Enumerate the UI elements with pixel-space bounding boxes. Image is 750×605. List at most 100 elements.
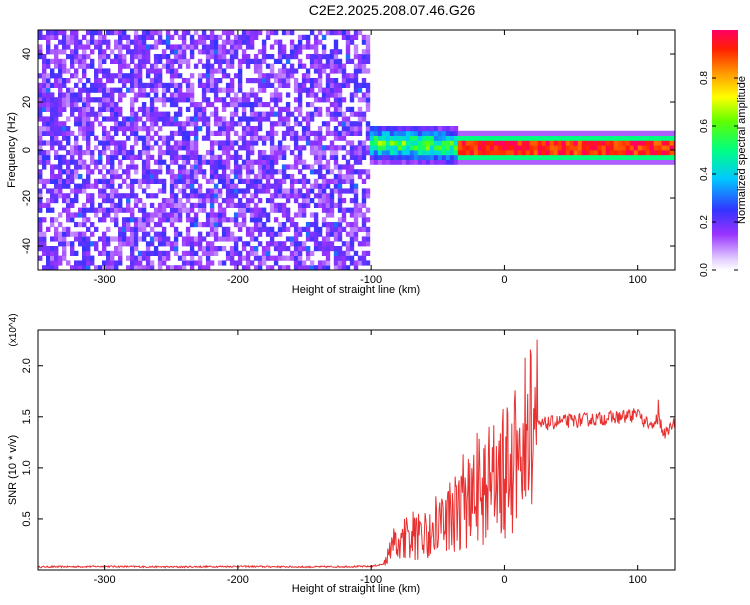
heatmap-cell bbox=[122, 121, 127, 127]
heatmap-cell bbox=[221, 97, 227, 103]
heatmap-cell bbox=[185, 44, 191, 50]
heatmap-cell bbox=[213, 154, 219, 160]
heatmap-cell bbox=[593, 140, 599, 146]
heatmap-cell bbox=[561, 130, 567, 136]
heatmap-cell bbox=[46, 130, 51, 136]
heatmap-cell bbox=[637, 159, 643, 165]
heatmap-cell bbox=[173, 150, 179, 156]
heatmap-cell bbox=[98, 178, 103, 184]
heatmap-cell bbox=[149, 87, 155, 93]
heatmap-cell bbox=[209, 222, 215, 228]
heatmap-cell bbox=[421, 150, 427, 156]
heatmap-cell bbox=[209, 169, 215, 175]
heatmap-cell bbox=[177, 130, 183, 136]
heatmap-cell bbox=[617, 135, 623, 141]
heatmap-cell bbox=[181, 121, 187, 127]
heatmap-cell bbox=[165, 34, 171, 40]
heatmap-cell bbox=[114, 217, 119, 223]
heatmap-cell bbox=[365, 58, 371, 64]
heatmap-cell bbox=[385, 159, 391, 165]
heatmap-cell bbox=[193, 236, 199, 242]
heatmap-cell bbox=[106, 212, 111, 218]
heatmap-cell bbox=[357, 212, 363, 218]
heatmap-cell bbox=[233, 121, 239, 127]
heatmap-cell bbox=[54, 198, 59, 204]
heatmap-cell bbox=[317, 265, 323, 271]
heatmap-cell bbox=[205, 68, 211, 74]
heatmap-cell bbox=[42, 78, 47, 84]
heatmap-cell bbox=[313, 183, 319, 189]
heatmap-cell bbox=[145, 222, 151, 228]
heatmap-cell bbox=[86, 150, 91, 156]
heatmap-cell bbox=[197, 222, 203, 228]
heatmap-cell bbox=[257, 87, 263, 93]
heatmap-cell bbox=[177, 58, 183, 64]
heatmap-cell bbox=[237, 250, 243, 256]
heatmap-cell bbox=[661, 159, 667, 165]
heatmap-cell bbox=[177, 178, 183, 184]
heatmap-cell bbox=[329, 54, 335, 60]
heatmap-cell bbox=[157, 164, 163, 170]
heatmap-cell bbox=[533, 130, 539, 136]
heatmap-cell bbox=[273, 255, 279, 261]
heatmap-cell bbox=[157, 188, 163, 194]
heatmap-cell bbox=[481, 159, 487, 165]
heatmap-cell bbox=[50, 198, 55, 204]
heatmap-cell bbox=[273, 102, 279, 108]
heatmap-cell bbox=[221, 246, 227, 252]
heatmap-cell bbox=[221, 207, 227, 213]
heatmap-cell bbox=[98, 82, 103, 88]
heatmap-cell bbox=[130, 111, 135, 117]
heatmap-cell bbox=[181, 58, 187, 64]
heatmap-cell bbox=[141, 49, 147, 55]
heatmap-cell bbox=[657, 130, 663, 136]
heatmap-cell bbox=[533, 140, 539, 146]
heatmap-cell bbox=[469, 150, 475, 156]
heatmap-cell bbox=[173, 73, 179, 79]
heatmap-cell bbox=[241, 97, 247, 103]
heatmap-cell bbox=[661, 145, 667, 151]
heatmap-cell bbox=[82, 44, 87, 50]
heatmap-cell bbox=[261, 250, 267, 256]
heatmap-cell bbox=[205, 193, 211, 199]
heatmap-cell bbox=[74, 265, 79, 271]
heatmap-cell bbox=[209, 87, 215, 93]
heatmap-cell bbox=[98, 97, 103, 103]
heatmap-cell bbox=[197, 34, 203, 40]
heatmap-cell bbox=[277, 265, 283, 271]
heatmap-cell bbox=[321, 54, 327, 60]
heatmap-cell bbox=[86, 207, 91, 213]
heatmap-cell bbox=[317, 246, 323, 252]
heatmap-cell bbox=[333, 49, 339, 55]
heatmap-cell bbox=[277, 246, 283, 252]
heatmap-cell bbox=[633, 154, 639, 160]
heatmap-cell bbox=[90, 255, 95, 261]
heatmap-cell bbox=[118, 140, 123, 146]
heatmap-cell bbox=[130, 226, 135, 232]
heatmap-cell bbox=[277, 250, 283, 256]
heatmap-cell bbox=[38, 54, 43, 60]
heatmap-cell bbox=[50, 82, 55, 88]
heatmap-cell bbox=[181, 97, 187, 103]
heatmap-cell bbox=[157, 39, 163, 45]
heatmap-cell bbox=[42, 116, 47, 122]
heatmap-cell bbox=[461, 130, 467, 136]
heatmap-cell bbox=[165, 241, 171, 247]
heatmap-cell bbox=[78, 39, 83, 45]
heatmap-cell bbox=[325, 207, 331, 213]
heatmap-cell bbox=[82, 102, 87, 108]
heatmap-cell bbox=[165, 212, 171, 218]
heatmap-cell bbox=[126, 121, 131, 127]
heatmap-cell bbox=[349, 130, 355, 136]
heatmap-cell bbox=[305, 34, 311, 40]
heatmap-cell bbox=[205, 150, 211, 156]
heatmap-cell bbox=[110, 97, 115, 103]
heatmap-cell bbox=[313, 34, 319, 40]
heatmap-cell bbox=[145, 265, 151, 271]
heatmap-cell bbox=[229, 44, 235, 50]
heatmap-cell bbox=[122, 63, 127, 69]
heatmap-cell bbox=[257, 217, 263, 223]
heatmap-cell bbox=[181, 265, 187, 271]
heatmap-cell bbox=[325, 222, 331, 228]
heatmap-cell bbox=[137, 68, 143, 74]
